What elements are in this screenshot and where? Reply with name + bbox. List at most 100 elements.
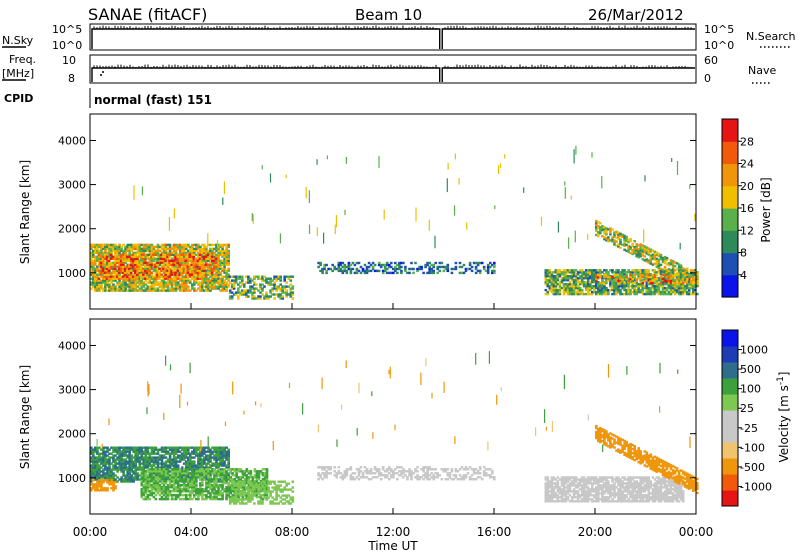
heatmap-cell bbox=[637, 252, 640, 255]
heatmap-cell bbox=[138, 462, 142, 465]
heatmap-cell bbox=[180, 253, 183, 256]
heatmap-cell bbox=[105, 271, 109, 274]
heatmap-cell bbox=[637, 273, 640, 277]
heatmap-cell bbox=[90, 261, 93, 264]
nsky-label: N.Sky bbox=[2, 34, 34, 47]
heatmap-cell bbox=[162, 448, 166, 451]
heatmap-cell bbox=[96, 458, 99, 461]
heatmap-cell bbox=[187, 281, 190, 284]
heatmap-cell bbox=[440, 265, 444, 269]
heatmap-cell bbox=[355, 267, 359, 271]
heatmap-cell bbox=[204, 265, 208, 268]
heatmap-cell bbox=[548, 275, 552, 278]
heatmap-cell bbox=[128, 462, 131, 465]
heatmap-cell bbox=[410, 261, 413, 265]
heatmap-cell bbox=[249, 277, 252, 280]
heatmap-cell bbox=[124, 247, 127, 251]
heatmap-cell bbox=[667, 285, 671, 288]
heatmap-cell bbox=[635, 251, 638, 254]
heatmap-cell bbox=[207, 251, 210, 254]
heatmap-cell bbox=[552, 290, 556, 294]
heatmap-cell bbox=[408, 267, 411, 271]
heatmap-cell bbox=[586, 277, 590, 280]
heatmap-cell bbox=[359, 265, 363, 269]
heatmap-cell bbox=[548, 285, 552, 288]
heatmap-cell bbox=[208, 273, 212, 276]
heatmap-cell bbox=[144, 277, 147, 280]
heatmap-cell bbox=[146, 452, 150, 455]
heatmap-cell bbox=[675, 279, 679, 283]
heatmap-cell bbox=[116, 468, 119, 471]
heatmap-cell bbox=[595, 277, 598, 281]
heatmap-cell bbox=[132, 243, 135, 247]
heatmap-cell bbox=[617, 290, 620, 294]
heatmap-cell bbox=[152, 249, 156, 253]
heatmap-cell bbox=[140, 277, 143, 280]
heatmap-cell bbox=[476, 263, 480, 267]
y-tick-label: 3000 bbox=[58, 179, 86, 192]
heatmap-cell bbox=[178, 259, 182, 262]
heatmap-cell bbox=[363, 263, 367, 267]
heatmap-cell bbox=[136, 261, 139, 264]
heatmap-cell bbox=[491, 269, 494, 273]
heatmap-cell bbox=[166, 466, 170, 469]
heatmap-cell bbox=[621, 279, 624, 283]
heatmap-cell bbox=[623, 281, 626, 285]
heatmap-cell bbox=[201, 287, 204, 290]
heatmap-cell bbox=[617, 275, 620, 279]
heatmap-streak bbox=[323, 232, 325, 244]
heatmap-cell bbox=[321, 267, 324, 271]
heatmap-cell bbox=[102, 245, 105, 249]
heatmap-cell bbox=[189, 249, 192, 253]
heatmap-cell bbox=[112, 245, 115, 249]
heatmap-cell bbox=[136, 259, 140, 262]
heatmap-cell bbox=[132, 263, 135, 266]
heatmap-cell bbox=[160, 458, 164, 461]
heatmap-cell bbox=[655, 290, 659, 294]
heatmap-cell bbox=[104, 261, 107, 264]
heatmap-cell bbox=[178, 287, 182, 290]
heatmap-cell bbox=[156, 458, 160, 461]
heatmap-cell bbox=[158, 285, 162, 288]
heatmap-cell bbox=[570, 269, 574, 272]
heatmap-cell bbox=[98, 255, 101, 258]
heatmap-cell bbox=[164, 275, 167, 278]
heatmap-cell bbox=[212, 275, 216, 278]
heatmap-cell bbox=[154, 279, 158, 282]
heatmap-cell bbox=[215, 243, 218, 247]
heatmap-cell bbox=[110, 476, 113, 479]
heatmap-cell bbox=[90, 448, 93, 451]
heatmap-cell bbox=[277, 287, 280, 290]
heatmap-cell bbox=[639, 271, 642, 274]
heatmap-cell bbox=[142, 283, 146, 286]
heatmap-cell bbox=[106, 251, 109, 254]
heatmap-cell bbox=[136, 456, 140, 459]
heatmap-cell bbox=[633, 246, 636, 249]
heatmap-cell bbox=[204, 255, 208, 258]
heatmap-cell bbox=[683, 286, 687, 290]
heatmap-cell bbox=[132, 466, 135, 469]
heatmap-cell bbox=[289, 293, 293, 296]
heatmap-cell bbox=[223, 269, 226, 272]
heatmap-cell bbox=[203, 281, 206, 284]
heatmap-cell bbox=[108, 448, 111, 451]
heatmap-cell bbox=[277, 277, 280, 280]
heatmap-cell bbox=[574, 269, 578, 272]
heatmap-cell bbox=[138, 478, 142, 481]
heatmap-cell bbox=[675, 286, 679, 290]
heatmap-cell bbox=[319, 261, 322, 265]
heatmap-cell bbox=[196, 271, 200, 274]
heatmap-cell bbox=[148, 249, 152, 253]
heatmap-cell bbox=[544, 269, 548, 272]
heatmap-cell bbox=[112, 243, 115, 247]
heatmap-cell bbox=[130, 253, 133, 256]
heatmap-cell bbox=[603, 228, 606, 231]
heatmap-cell bbox=[110, 279, 113, 282]
heatmap-cell bbox=[639, 283, 642, 286]
heatmap-cell bbox=[160, 283, 164, 286]
heatmap-cell bbox=[194, 263, 198, 266]
heatmap-cell bbox=[584, 277, 588, 280]
heatmap-cell bbox=[123, 269, 127, 272]
heatmap-cell bbox=[365, 265, 369, 269]
heatmap-cell bbox=[134, 289, 137, 292]
